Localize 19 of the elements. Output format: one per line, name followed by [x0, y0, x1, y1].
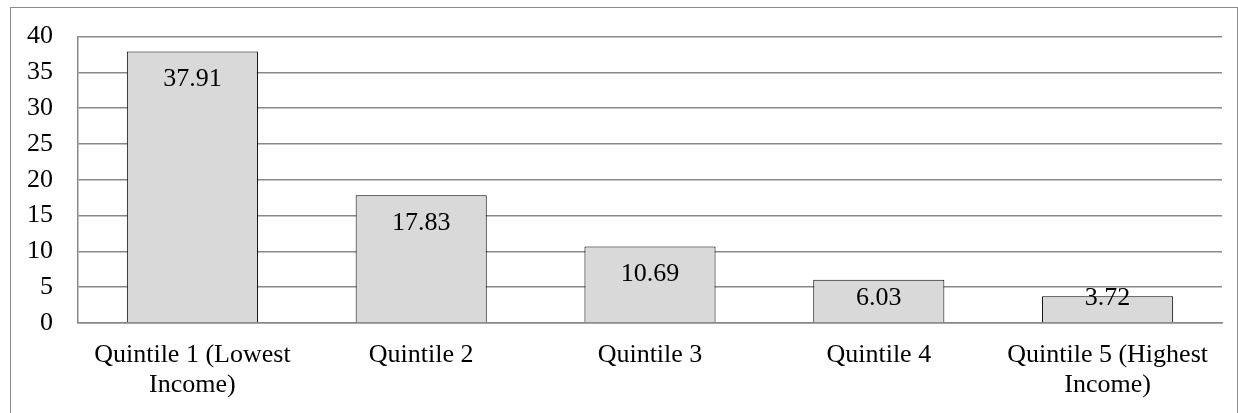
x-tick-label: Quintile 3: [597, 338, 703, 368]
y-tick-label: 20: [27, 163, 53, 193]
x-tick-label: Quintile 2: [368, 338, 474, 368]
y-tick-label: 15: [27, 199, 53, 229]
y-tick-label: 10: [27, 235, 53, 265]
y-tick-label: 0: [40, 306, 53, 336]
data-label: 3.72: [1084, 282, 1131, 312]
data-label: 10.69: [620, 258, 680, 288]
y-tick-label: 30: [27, 92, 53, 122]
y-tick-label: 40: [27, 20, 53, 50]
y-tick-label: 5: [40, 271, 53, 301]
x-tick-label: Quintile 5 (Highest Income): [1007, 338, 1209, 398]
y-tick-label: 25: [27, 127, 53, 157]
y-tick-label: 35: [27, 56, 53, 86]
x-tick-label: Quintile 4: [826, 338, 932, 368]
data-label: 6.03: [856, 282, 902, 312]
data-label: 17.83: [391, 207, 451, 237]
x-tick-label: Quintile 1 (Lowest Income): [94, 338, 292, 398]
data-label: 37.91: [163, 63, 222, 93]
